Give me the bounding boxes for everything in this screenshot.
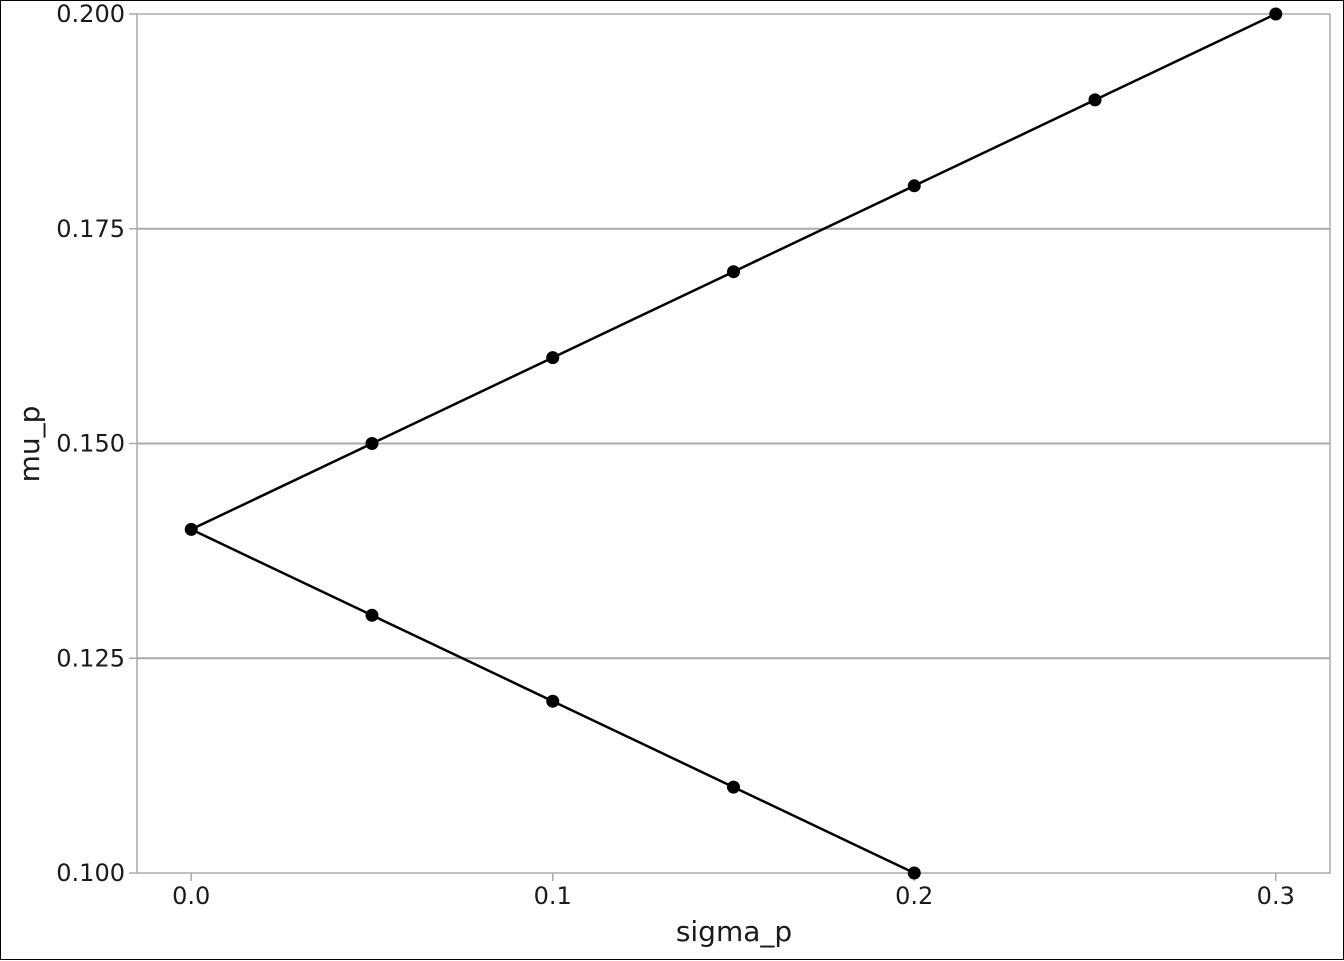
y-tick-label: 0.175 [56, 215, 125, 243]
data-point [1269, 7, 1283, 21]
grid-lines [137, 227, 1330, 660]
x-tick-label: 0.0 [172, 882, 210, 910]
y-tick-label: 0.100 [56, 859, 125, 887]
data-point [365, 437, 379, 450]
data-point [727, 265, 740, 279]
data-point [907, 866, 921, 880]
data-point [546, 694, 560, 708]
y-axis-title: mu_p [13, 406, 46, 483]
y-tick-label: 0.150 [56, 430, 125, 458]
data-point [727, 780, 740, 794]
data-point [184, 522, 198, 536]
y-tick-label: 0.125 [56, 644, 125, 672]
data-point [546, 351, 560, 365]
axis-ticks: 0.100 0.125 0.150 0.175 0.200 0.0 0.1 0.2 0.3 [56, 1, 1295, 910]
x-tick-label: 0.3 [1257, 882, 1295, 910]
data-point [365, 608, 379, 622]
y-tick-label: 0.200 [56, 1, 125, 28]
x-tick-label: 0.2 [895, 882, 933, 910]
data-point [907, 179, 921, 193]
data-point [1088, 93, 1102, 107]
x-axis-title: sigma_p [676, 915, 792, 948]
series-layer [184, 7, 1283, 880]
x-tick-label: 0.1 [534, 882, 572, 910]
